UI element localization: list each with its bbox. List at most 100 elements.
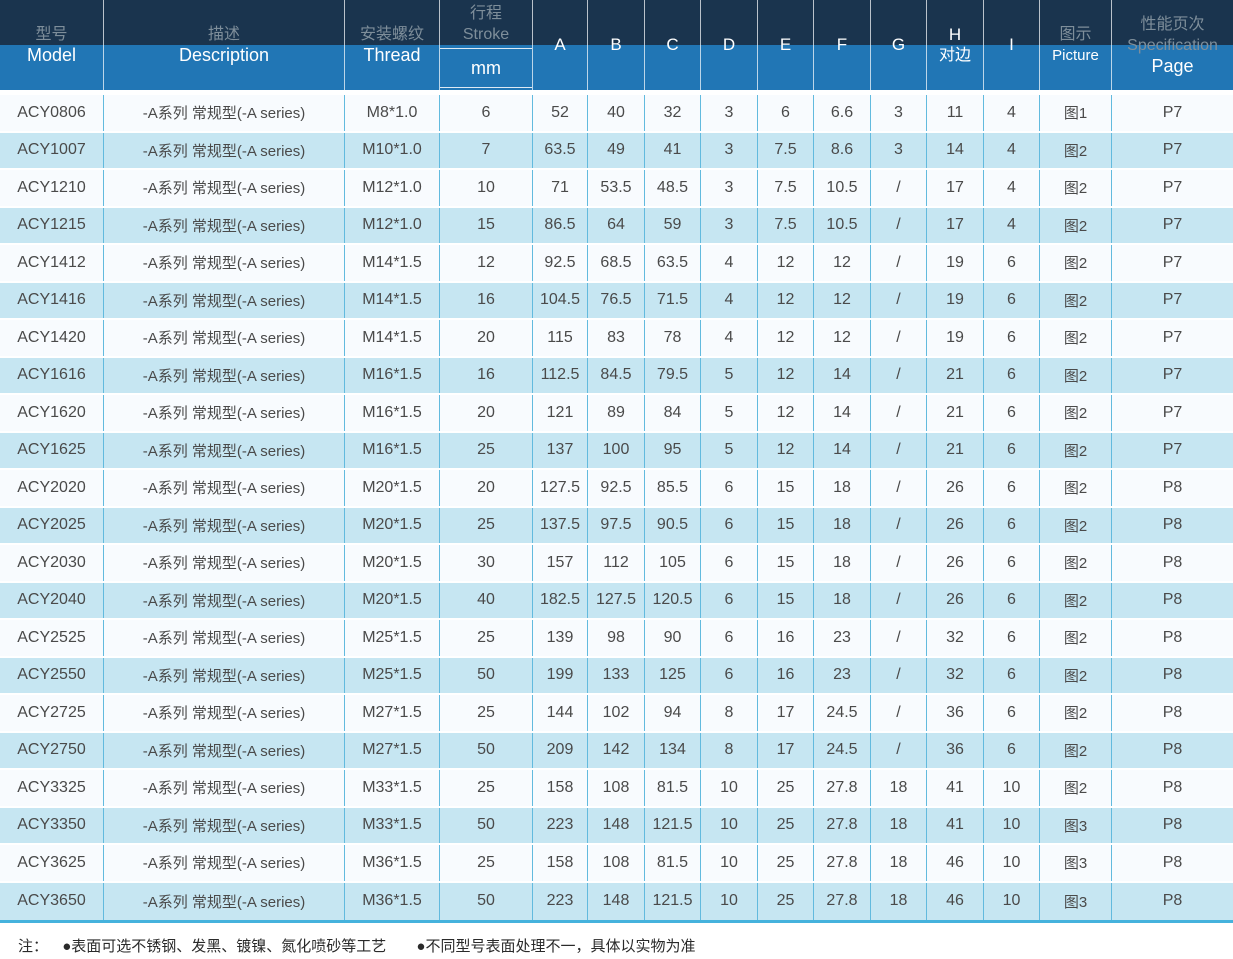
cell-d: 3: [701, 207, 758, 243]
cell-thread: M36*1.5: [345, 882, 440, 920]
cell-description: -A系列 常规型(-A series): [104, 170, 345, 206]
cell-a: 71: [533, 170, 588, 206]
cell-g: /: [871, 320, 927, 356]
cell-page: P7: [1162, 366, 1183, 384]
table-row: ACY0806 -A系列 常规型(-A series) M8*1.0 6 52 …: [0, 95, 1233, 133]
cell-description: -A系列 常规型(-A series): [104, 95, 345, 131]
cell-c: 85.5: [645, 470, 701, 506]
header-model-zh: 型号: [35, 26, 68, 43]
cell-a: 115: [533, 320, 588, 356]
header-stroke-unit-box: mm: [440, 48, 532, 88]
cell-h: 26: [927, 582, 984, 618]
cell-thread: M14*1.5: [345, 320, 440, 356]
cell-d: 5: [701, 432, 758, 468]
cell-picture: 图2: [1040, 507, 1112, 543]
cell-model: ACY2025: [0, 507, 104, 543]
cell-f: 10.5: [814, 207, 871, 243]
cell-b: 53.5: [588, 170, 645, 206]
cell-d: 5: [701, 395, 758, 431]
cell-page: P8: [1162, 816, 1183, 834]
cell-b: 49: [588, 132, 645, 168]
cell-i: 6: [984, 545, 1040, 581]
header-picture-en: Picture: [1052, 47, 1099, 64]
cell-c: 90: [645, 620, 701, 656]
cell-g: /: [871, 282, 927, 318]
cell-model: ACY2020: [0, 470, 104, 506]
table-row: ACY1620 -A系列 常规型(-A series) M16*1.5 20 1…: [0, 395, 1233, 433]
cell-picture: 图2: [1040, 432, 1112, 468]
cell-h: 17: [927, 170, 984, 206]
cell-c: 90.5: [645, 507, 701, 543]
cell-stroke: 15: [440, 207, 533, 243]
cell-stroke: 25: [440, 770, 533, 806]
cell-c: 78: [645, 320, 701, 356]
cell-d: 4: [701, 320, 758, 356]
cell-picture: 图2: [1040, 170, 1112, 206]
cell-thread: M16*1.5: [345, 357, 440, 393]
cell-c: 32: [645, 95, 701, 131]
header-spec-zh: 性能页次: [1140, 15, 1205, 33]
cell-b: 76.5: [588, 282, 645, 318]
cell-page: P7: [1162, 328, 1183, 346]
cell-description: -A系列 常规型(-A series): [104, 657, 345, 693]
cell-picture: 图2: [1040, 582, 1112, 618]
cell-b: 108: [588, 845, 645, 881]
table-row: ACY2525 -A系列 常规型(-A series) M25*1.5 25 1…: [0, 620, 1233, 658]
cell-description: -A系列 常规型(-A series): [104, 732, 345, 768]
cell-thread: M33*1.5: [345, 770, 440, 806]
cell-description: -A系列 常规型(-A series): [104, 357, 345, 393]
header-col-a: A: [533, 0, 588, 90]
cell-g: 3: [871, 95, 927, 131]
cell-h: 36: [927, 732, 984, 768]
cell-e: 17: [758, 732, 814, 768]
cell-c: 121.5: [645, 807, 701, 843]
cell-picture: 图2: [1040, 695, 1112, 731]
cell-h: 26: [927, 545, 984, 581]
cell-i: 6: [984, 507, 1040, 543]
header-col-i: I: [984, 0, 1040, 90]
cell-h: 21: [927, 432, 984, 468]
header-picture-zh: 图示: [1059, 26, 1092, 43]
cell-thread: M16*1.5: [345, 395, 440, 431]
cell-page: P8: [1162, 478, 1183, 496]
cell-i: 6: [984, 470, 1040, 506]
cell-g: /: [871, 732, 927, 768]
cell-picture: 图2: [1040, 207, 1112, 243]
cell-h: 11: [927, 95, 984, 131]
header-thread: 安装螺纹 Thread: [345, 0, 440, 90]
cell-a: 86.5: [533, 207, 588, 243]
cell-thread: M10*1.0: [345, 132, 440, 168]
header-thread-zh: 安装螺纹: [359, 26, 424, 43]
cell-c: 95: [645, 432, 701, 468]
header-col-a-label: A: [554, 35, 566, 54]
cell-d: 6: [701, 545, 758, 581]
cell-h: 32: [927, 620, 984, 656]
cell-page: P8: [1162, 778, 1183, 796]
cell-e: 7.5: [758, 170, 814, 206]
header-description: 描述 Description: [104, 0, 345, 90]
cell-g: /: [871, 620, 927, 656]
cell-description: -A系列 常规型(-A series): [104, 545, 345, 581]
cell-d: 5: [701, 357, 758, 393]
cell-page: P7: [1162, 178, 1183, 196]
cell-d: 6: [701, 470, 758, 506]
cell-h: 21: [927, 357, 984, 393]
table-row: ACY1420 -A系列 常规型(-A series) M14*1.5 20 1…: [0, 320, 1233, 358]
cell-e: 15: [758, 507, 814, 543]
table-row: ACY3650 -A系列 常规型(-A series) M36*1.5 50 2…: [0, 882, 1233, 920]
cell-a: 137: [533, 432, 588, 468]
table-row: ACY2025 -A系列 常规型(-A series) M20*1.5 25 1…: [0, 507, 1233, 545]
cell-b: 127.5: [588, 582, 645, 618]
cell-stroke: 6: [440, 95, 533, 131]
cell-thread: M25*1.5: [345, 620, 440, 656]
header-col-e-label: E: [779, 35, 792, 54]
cell-i: 10: [984, 845, 1040, 881]
cell-f: 24.5: [814, 732, 871, 768]
cell-stroke: 20: [440, 470, 533, 506]
cell-c: 134: [645, 732, 701, 768]
cell-e: 15: [758, 582, 814, 618]
cell-model: ACY1620: [0, 395, 104, 431]
cell-a: 158: [533, 770, 588, 806]
cell-i: 4: [984, 132, 1040, 168]
cell-b: 92.5: [588, 470, 645, 506]
